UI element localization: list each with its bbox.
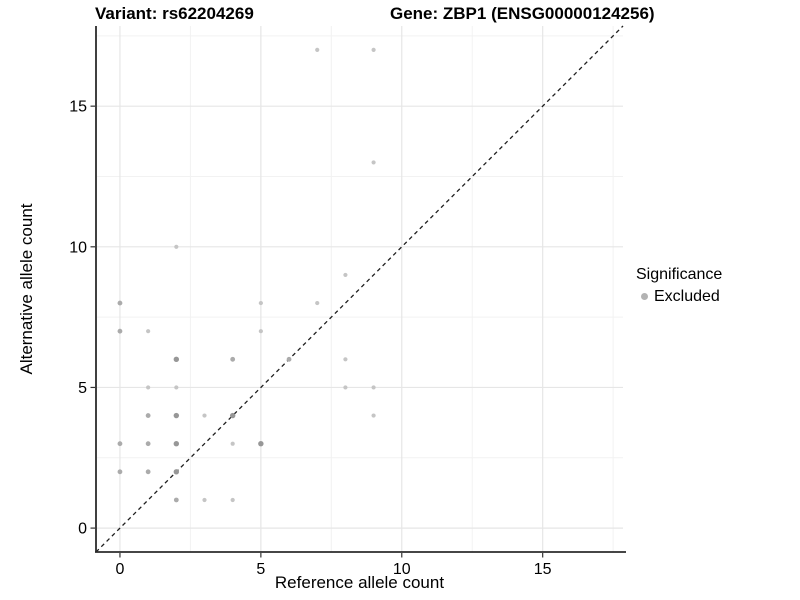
data-point bbox=[371, 47, 376, 53]
data-point bbox=[146, 385, 151, 390]
data-point bbox=[258, 329, 263, 334]
legend: Significance Excluded bbox=[636, 265, 722, 306]
y-tick-label: 15 bbox=[69, 99, 87, 116]
legend-item-excluded: Excluded bbox=[636, 287, 722, 306]
data-point bbox=[174, 244, 179, 249]
data-point bbox=[173, 412, 180, 419]
data-point bbox=[230, 356, 236, 362]
legend-item-label: Excluded bbox=[654, 288, 720, 305]
data-point bbox=[145, 469, 151, 475]
x-tick-label: 5 bbox=[256, 561, 265, 578]
data-point bbox=[146, 329, 151, 334]
data-point bbox=[117, 328, 123, 334]
data-point bbox=[315, 47, 320, 53]
data-point bbox=[145, 413, 151, 418]
data-point bbox=[229, 412, 236, 419]
data-point bbox=[258, 300, 263, 306]
data-point bbox=[343, 385, 348, 390]
y-tick-label: 0 bbox=[78, 521, 87, 538]
data-point bbox=[173, 441, 180, 447]
excluded-dot-icon bbox=[641, 293, 648, 300]
data-point bbox=[117, 300, 123, 306]
data-point bbox=[371, 385, 376, 390]
data-point bbox=[202, 497, 207, 503]
data-point bbox=[173, 356, 180, 363]
y-tick-label: 10 bbox=[69, 239, 87, 256]
x-tick-label: 0 bbox=[116, 561, 125, 578]
x-tick-label: 15 bbox=[534, 561, 552, 578]
data-point bbox=[371, 160, 376, 165]
data-point bbox=[202, 413, 207, 418]
x-tick-label: 10 bbox=[393, 561, 411, 578]
data-point bbox=[117, 441, 123, 447]
y-axis-title: Alternative allele count bbox=[17, 203, 36, 375]
data-point bbox=[117, 469, 123, 475]
data-point bbox=[145, 441, 151, 447]
data-point bbox=[315, 300, 320, 306]
y-tick-label: 5 bbox=[78, 380, 87, 397]
data-point bbox=[173, 497, 179, 503]
data-point bbox=[174, 385, 179, 390]
data-point bbox=[343, 357, 348, 362]
data-point bbox=[343, 272, 348, 278]
data-point bbox=[371, 413, 376, 418]
data-point bbox=[286, 356, 292, 362]
x-axis-title: Reference allele count bbox=[274, 573, 445, 592]
data-point bbox=[230, 497, 235, 503]
data-point bbox=[258, 441, 264, 447]
gene-title: Gene: ZBP1 (ENSG00000124256) bbox=[390, 4, 655, 23]
data-point bbox=[173, 469, 180, 475]
variant-title: Variant: rs62204269 bbox=[95, 4, 254, 23]
data-point bbox=[230, 441, 235, 446]
legend-title: Significance bbox=[636, 266, 723, 283]
